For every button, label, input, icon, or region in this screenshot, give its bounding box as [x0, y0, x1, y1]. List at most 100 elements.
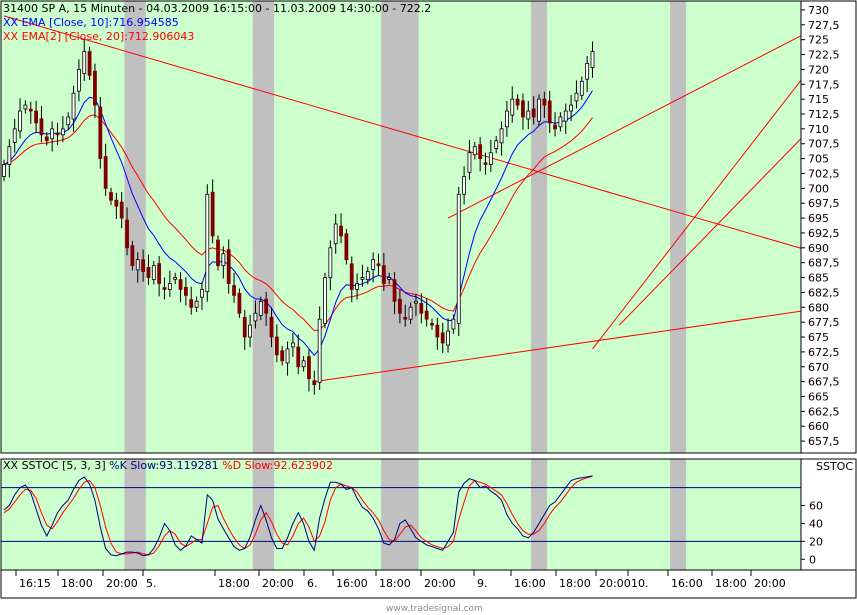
legend-ema10: XX EMA [Close, 10]:716.954585 [3, 16, 179, 30]
candle-body [478, 144, 483, 160]
session-band-1 [145, 1, 253, 453]
candle-body [467, 152, 472, 173]
trendline-1 [447, 21, 829, 219]
ssto-axis-tag: SSTOC [816, 460, 853, 474]
price-tick-label: 697,5 [808, 197, 840, 210]
candle-body [590, 51, 595, 69]
candle-body [253, 312, 258, 322]
candle-body [114, 199, 119, 207]
candle-body [162, 287, 167, 290]
candle-body [542, 98, 547, 106]
candle-body [210, 191, 215, 237]
time-tick-label: 5. [146, 577, 157, 590]
chart-title: 31400 SP A, 15 Minuten - 04.03.2009 16:1… [3, 2, 431, 16]
time-tick-label: 16:00 [514, 577, 546, 590]
ssto-session-band-4 [547, 459, 671, 570]
candle-body [569, 104, 573, 112]
legend-ssto-prefix: XX SSTOC [5, 3, 3] [3, 459, 110, 472]
ssto-tick-label: 20 [809, 535, 823, 548]
candle-body [510, 98, 515, 116]
candle-body [290, 342, 295, 348]
candle-body [167, 283, 172, 290]
candle-body [301, 360, 306, 368]
candle-body [2, 164, 6, 177]
candle-body [547, 100, 552, 124]
candle-body [339, 225, 343, 237]
candle-body [248, 324, 253, 338]
candle-body [18, 110, 22, 132]
candle-body [12, 128, 17, 143]
time-tick-label: 18:00 [61, 577, 93, 590]
price-tick-label: 670 [808, 361, 829, 374]
time-tick-label: 20:00 [599, 577, 631, 590]
candle-body [200, 289, 204, 298]
session-band-3 [418, 1, 531, 453]
candle-body [98, 106, 103, 160]
candle-body [488, 152, 493, 165]
legend-ssto-k: %K Slow:93.119281 [109, 459, 219, 472]
time-tick-label: 20:00 [754, 577, 786, 590]
candle-body [39, 118, 44, 136]
price-tick-label: 657,5 [808, 435, 840, 448]
time-tick-label: 6. [307, 577, 318, 590]
candle-body [109, 192, 113, 201]
candle-body [296, 346, 301, 368]
candle-body [392, 279, 397, 302]
candle-body [71, 92, 76, 120]
candle-body [269, 316, 274, 338]
ssto-session-band-3 [418, 459, 531, 570]
time-tick-label: 16:00 [671, 577, 703, 590]
candle-body [66, 116, 71, 126]
candle-body [515, 98, 520, 106]
candle-body [232, 285, 236, 296]
candle-body [521, 100, 525, 118]
candle-body [574, 92, 579, 102]
candle-body [414, 300, 418, 304]
time-tick-label: 16:00 [336, 577, 368, 590]
price-tick-label: 677,5 [808, 316, 840, 329]
candle-body [307, 356, 311, 380]
candle-body [264, 298, 269, 314]
ssto-axis: 60 40 20 0 [801, 459, 856, 570]
candle-body [194, 300, 199, 308]
time-tick-label: 10. [631, 577, 649, 590]
trendline-2 [314, 306, 828, 383]
candle-body [280, 350, 285, 362]
ssto-tick-label: 60 [809, 500, 823, 513]
candle-body [237, 292, 242, 314]
candle-body [119, 201, 124, 219]
session-bands [1, 1, 801, 453]
candle-body [44, 136, 49, 142]
session-band-4 [547, 1, 671, 453]
candle-body [462, 176, 467, 195]
candle-body [34, 110, 38, 124]
session-band-0 [1, 1, 125, 453]
price-tick-label: 700 [808, 182, 829, 195]
price-tick-label: 727,5 [808, 19, 840, 32]
price-tick-label: 715 [808, 93, 829, 106]
ssto-panel [1, 475, 801, 557]
watermark: www.tradesignal.com [386, 604, 483, 614]
candle-body [55, 132, 60, 136]
panel-frames [0, 0, 857, 599]
candle-body [285, 348, 290, 364]
price-axis-background [801, 1, 856, 453]
candle-body [77, 68, 81, 92]
price-tick-label: 690 [808, 242, 829, 255]
candle-body [344, 233, 349, 261]
price-tick-label: 702,5 [808, 167, 840, 180]
time-tick-label: 20:00 [424, 577, 456, 590]
time-tick-label: 18:00 [379, 577, 411, 590]
candle-body [483, 162, 488, 165]
time-tick-label: 18:00 [218, 577, 250, 590]
ssto-session-band-1 [145, 459, 253, 570]
candle-body [146, 267, 151, 278]
ssto-session-band-2 [274, 459, 382, 570]
price-tick-label: 717,5 [808, 78, 840, 91]
candle-body [125, 219, 129, 249]
candle-body [157, 263, 162, 284]
price-tick-label: 692,5 [808, 227, 840, 240]
candle-body [537, 98, 541, 122]
candle-body [205, 193, 210, 292]
